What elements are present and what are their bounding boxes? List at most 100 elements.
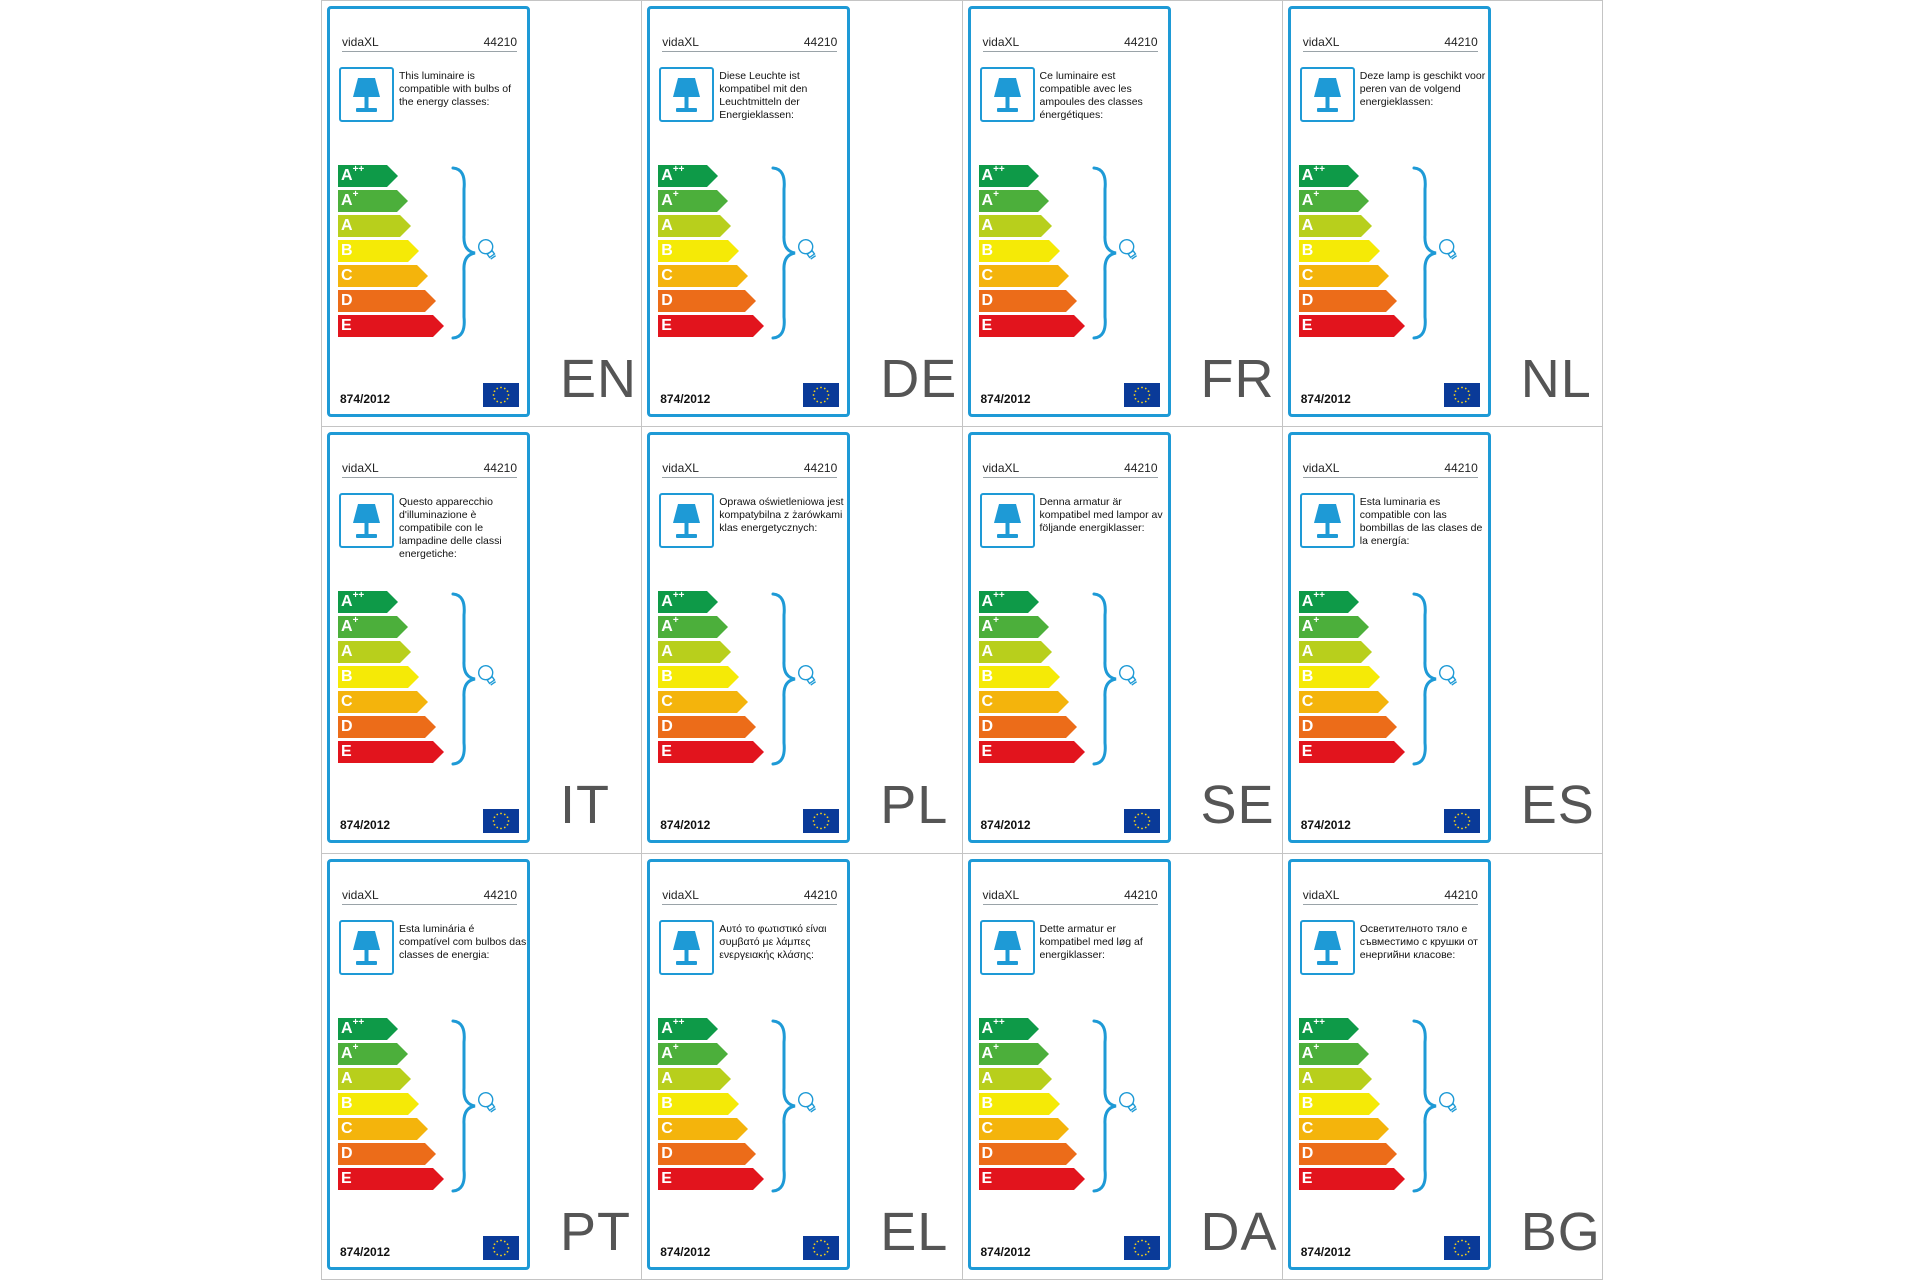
energy-class-letter: A+ xyxy=(341,616,358,637)
energy-label: vidaXL 44210 Esta luminária é compatível… xyxy=(327,858,530,1270)
energy-class-letter: D xyxy=(1302,1144,1314,1164)
energy-class-letter: A xyxy=(341,1069,353,1089)
energy-class-letter-main: E xyxy=(661,1169,672,1187)
energy-class-letter: B xyxy=(982,241,994,261)
product-code: 44210 xyxy=(1124,35,1158,49)
energy-class-letter: D xyxy=(661,717,673,737)
energy-class-arrow: A xyxy=(338,1067,411,1090)
energy-class-letter-main: E xyxy=(981,1169,993,1187)
energy-class-arrow: A++ xyxy=(658,591,719,614)
regulation-number: 874/2012 xyxy=(340,392,391,406)
energy-class-letter: E xyxy=(1302,316,1313,336)
brace-icon xyxy=(451,592,476,766)
energy-class-letter: A++ xyxy=(341,591,364,612)
brace-icon xyxy=(1092,592,1116,766)
energy-class-arrow: D xyxy=(338,1142,436,1165)
lamp-icon xyxy=(979,493,1035,549)
energy-class-letter: A xyxy=(341,642,353,662)
lamp-icon xyxy=(339,67,394,122)
energy-class-arrow: C xyxy=(1298,265,1389,287)
energy-class-letter-main: A xyxy=(1301,593,1314,611)
energy-label: vidaXL 44210 Deze lamp is geschikt voor … xyxy=(1287,6,1491,417)
energy-class-letter-sup: + xyxy=(352,189,359,200)
energy-class-letter-main: E xyxy=(1301,743,1313,761)
eu-flag-icon xyxy=(803,809,840,834)
brand-name: vidaXL xyxy=(662,461,699,476)
language-panel: vidaXL 44210 Diese Leuchte ist kompatibe… xyxy=(642,1,963,428)
energy-class-arrow: E xyxy=(1298,1167,1405,1190)
lamp-icon xyxy=(1299,919,1355,975)
label-header: vidaXL 44210 xyxy=(662,888,838,905)
energy-class-letter: D xyxy=(982,291,994,311)
energy-class-letter-main: B xyxy=(661,1094,673,1112)
lamp-icon xyxy=(339,919,394,975)
energy-class-arrow: A++ xyxy=(338,165,398,187)
energy-class-letter-sup: ++ xyxy=(672,164,685,175)
compatibility-text: Esta luminaria es compatible con las bom… xyxy=(1359,496,1483,548)
energy-class-arrow: D xyxy=(338,716,436,739)
energy-class-scale: A++ A+ A B C D E xyxy=(338,591,448,767)
lamp-icon xyxy=(979,919,1035,975)
energy-class-arrow: A+ xyxy=(338,190,408,212)
energy-class-letter-main: A xyxy=(981,643,994,661)
energy-class-letter: A++ xyxy=(661,1016,685,1039)
eu-flag-icon xyxy=(1123,809,1160,834)
energy-class-letter-main: D xyxy=(341,718,353,736)
energy-class-letter: A++ xyxy=(1301,165,1325,186)
energy-class-letter-sup: ++ xyxy=(1313,1016,1325,1028)
energy-class-letter: A xyxy=(341,216,353,236)
energy-class-letter-main: B xyxy=(1301,242,1314,259)
brace-icon xyxy=(1412,1019,1437,1193)
energy-class-letter-main: A xyxy=(661,1019,673,1037)
energy-class-letter-main: C xyxy=(341,693,353,711)
energy-class-letter-main: A xyxy=(1301,1044,1314,1062)
energy-class-letter-main: A xyxy=(341,1069,353,1087)
energy-class-arrow: A xyxy=(978,215,1052,237)
energy-class-letter: B xyxy=(1302,1094,1314,1114)
energy-class-arrow: A+ xyxy=(1298,190,1369,212)
eu-flag-icon xyxy=(483,383,519,407)
energy-label: vidaXL 44210 This luminaire is compatibl… xyxy=(327,6,530,417)
energy-label: vidaXL 44210 Diese Leuchte ist kompatibe… xyxy=(647,6,851,417)
energy-class-letter-main: C xyxy=(1301,1119,1314,1137)
brand-name: vidaXL xyxy=(662,35,699,49)
energy-class-letter: C xyxy=(982,692,994,712)
energy-class-letter-main: A xyxy=(1301,167,1314,184)
energy-class-arrow: B xyxy=(978,240,1060,262)
energy-class-letter-main: D xyxy=(981,718,994,736)
energy-class-arrow: C xyxy=(978,1117,1069,1140)
eu-flag-icon xyxy=(1443,383,1480,407)
label-header: vidaXL 44210 xyxy=(982,35,1158,52)
energy-class-letter-main: A xyxy=(341,618,353,636)
energy-class-letter: A++ xyxy=(1301,591,1325,612)
energy-class-arrow: A++ xyxy=(1298,165,1359,187)
language-code: PL xyxy=(880,775,949,836)
energy-class-letter: B xyxy=(341,667,353,687)
energy-class-arrow: E xyxy=(978,315,1085,337)
energy-class-letter: D xyxy=(341,717,353,737)
energy-class-scale: A++ A+ A B C D E xyxy=(1298,1016,1409,1194)
energy-class-letter: E xyxy=(982,1169,993,1189)
energy-class-letter-main: B xyxy=(981,242,994,259)
energy-class-letter-sup: ++ xyxy=(672,1016,685,1028)
energy-class-letter: A+ xyxy=(661,616,678,637)
energy-class-letter-main: E xyxy=(341,1169,352,1187)
energy-class-letter-main: C xyxy=(341,1119,353,1137)
label-header: vidaXL 44210 xyxy=(662,35,838,52)
language-code: EL xyxy=(880,1201,949,1262)
energy-class-scale: A++ A+ A B C D E xyxy=(1298,591,1409,767)
energy-class-letter-main: B xyxy=(661,242,673,259)
energy-class-letter: A xyxy=(1302,642,1314,662)
energy-label: vidaXL 44210 Dette armatur er kompatibel… xyxy=(967,858,1171,1270)
energy-class-letter: D xyxy=(661,291,673,311)
compatibility-text: Deze lamp is geschikt voor peren van de … xyxy=(1359,70,1486,108)
language-code: FR xyxy=(1200,349,1275,409)
energy-class-letter: D xyxy=(341,1144,353,1164)
energy-class-arrow: C xyxy=(658,1117,749,1140)
energy-class-letter: A xyxy=(661,216,673,236)
brace-icon xyxy=(771,166,796,340)
energy-class-letter: A+ xyxy=(341,1042,358,1064)
energy-class-letter: E xyxy=(661,1169,672,1189)
energy-class-letter-main: D xyxy=(661,1144,673,1162)
energy-class-letter-sup: ++ xyxy=(993,590,1005,602)
